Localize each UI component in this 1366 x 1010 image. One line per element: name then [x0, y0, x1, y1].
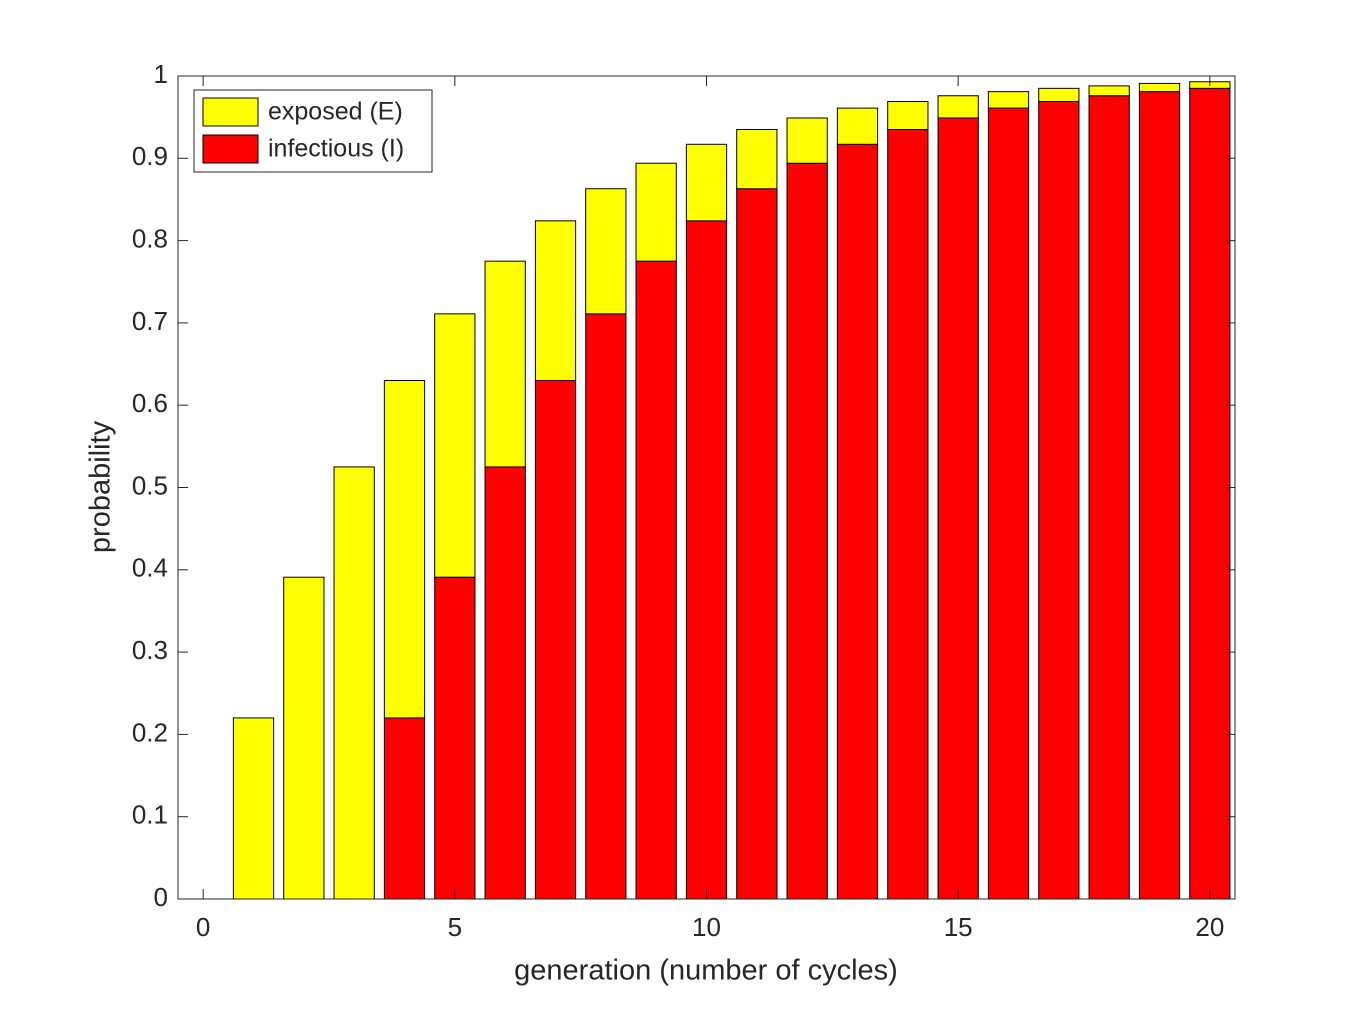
y-tick-label: 0.7 — [132, 306, 168, 336]
bar-segment — [484, 466, 526, 900]
bar-segment — [937, 95, 979, 119]
y-tick-label: 0.3 — [132, 635, 168, 665]
bar-segment — [585, 313, 627, 900]
bar-segment — [383, 380, 426, 719]
bar-segment — [1038, 87, 1080, 103]
legend-label: exposed (E) — [268, 98, 403, 126]
y-axis-label: probability — [85, 420, 117, 553]
bar-segment — [383, 717, 426, 900]
x-tick-label: 15 — [944, 912, 973, 942]
y-tick-label: 0 — [154, 882, 168, 912]
x-tick-label: 0 — [196, 912, 210, 942]
bar-segment — [736, 128, 778, 190]
bar-segment — [1038, 101, 1080, 900]
y-tick-label: 0.2 — [132, 717, 168, 747]
bar-segment — [1088, 85, 1130, 97]
bar-segment — [1138, 82, 1181, 93]
bar-segment — [736, 188, 778, 900]
y-tick-label: 0.5 — [132, 470, 168, 500]
legend-swatch — [202, 97, 259, 127]
bar-segment — [786, 117, 828, 164]
bar-segment — [484, 260, 526, 468]
bar-segment — [585, 188, 627, 315]
bar-segment — [1138, 91, 1181, 900]
y-tick-label: 1 — [154, 59, 168, 89]
x-tick-label: 20 — [1195, 912, 1224, 942]
bar-segment — [333, 466, 375, 900]
bar-segment — [1088, 95, 1130, 900]
y-tick-label: 0.4 — [132, 553, 168, 583]
bar-segment — [434, 576, 476, 900]
bar-segment — [836, 143, 879, 900]
bar-segment — [836, 107, 879, 145]
bar-segment — [232, 717, 275, 900]
bar-segment — [987, 107, 1030, 900]
x-tick-label: 10 — [692, 912, 721, 942]
y-tick-label: 0.1 — [132, 800, 168, 830]
bar-segment — [685, 143, 728, 222]
x-axis-label: generation (number of cycles) — [514, 955, 898, 987]
y-tick-label: 0.9 — [132, 141, 168, 171]
bar-segment — [887, 101, 929, 130]
bar-segment — [1189, 87, 1231, 900]
y-tick-label: 0.8 — [132, 223, 168, 253]
legend-label: infectious (I) — [268, 135, 404, 163]
bar-segment — [434, 313, 476, 578]
bar-segment — [987, 91, 1030, 109]
bar-segment — [635, 260, 677, 900]
bar-segment — [786, 162, 828, 900]
bar-segment — [635, 162, 677, 262]
x-tick-label: 5 — [448, 912, 462, 942]
bar-segment — [937, 117, 979, 900]
bar-segment — [283, 576, 325, 900]
bar-segment — [534, 220, 577, 382]
bar-segment — [534, 380, 577, 900]
legend-swatch — [202, 134, 259, 164]
bar-segment — [887, 128, 929, 900]
bar-segment — [685, 220, 728, 900]
y-tick-label: 0.6 — [132, 388, 168, 418]
